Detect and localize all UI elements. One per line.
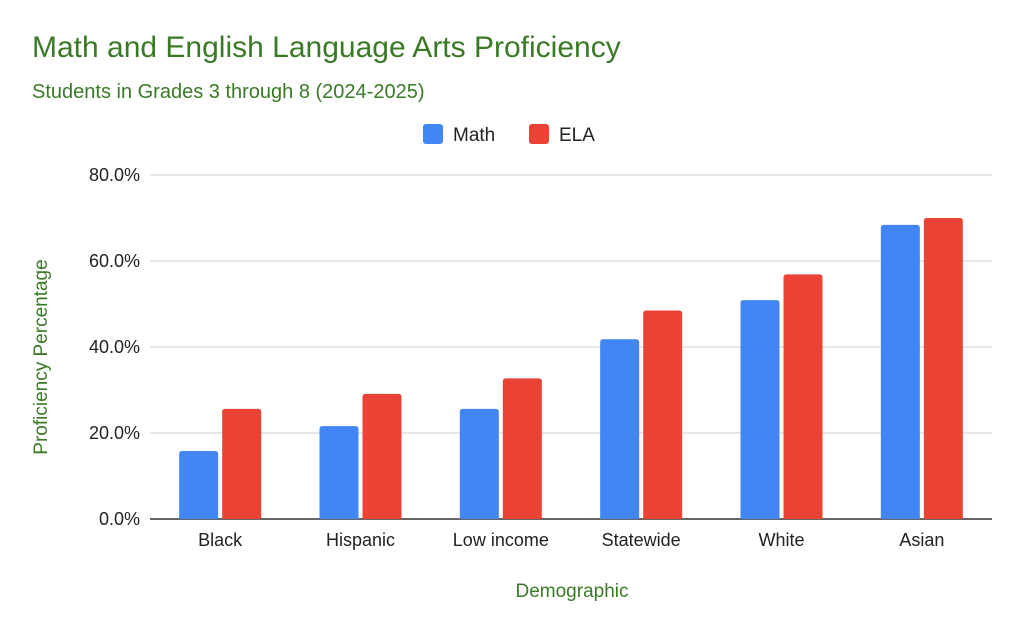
bar-ela-hispanic	[362, 393, 402, 519]
bar-ela-black	[222, 408, 262, 519]
bar-math-statewide	[600, 339, 640, 519]
y-tick-label: 20.0%	[89, 423, 140, 443]
y-tick-label: 0.0%	[99, 509, 140, 529]
x-tick-label: White	[758, 530, 804, 550]
legend-label-math: Math	[453, 125, 495, 146]
x-tick-label: Asian	[899, 530, 944, 550]
bar-ela-white	[783, 274, 823, 519]
x-tick-label: Low income	[453, 530, 549, 550]
chart-title: Math and English Language Arts Proficien…	[32, 31, 621, 64]
y-axis-ticks: 0.0% 20.0% 40.0% 60.0% 80.0%	[89, 165, 140, 529]
legend-swatch-ela	[529, 124, 549, 144]
legend-label-ela: ELA	[559, 125, 595, 146]
bar-ela-asian	[923, 218, 963, 519]
x-axis-ticks: Black Hispanic Low income Statewide White Asi…	[198, 530, 944, 550]
bar-ela-statewide	[643, 310, 683, 519]
chart-subtitle: Students in Grades 3 through 8 (2024-202…	[32, 81, 424, 103]
y-tick-label: 40.0%	[89, 337, 140, 357]
bar-math-low-income	[459, 408, 499, 519]
y-tick-label: 60.0%	[89, 251, 140, 271]
x-axis-title: Demographic	[516, 581, 629, 602]
legend-swatch-math	[423, 124, 443, 144]
gridlines	[150, 174, 992, 520]
y-axis-title: Proficiency Percentage	[31, 259, 52, 454]
y-tick-label: 80.0%	[89, 165, 140, 185]
legend: Math ELA	[423, 124, 595, 146]
bar-math-asian	[880, 224, 920, 519]
x-tick-label: Statewide	[602, 530, 681, 550]
x-tick-label: Hispanic	[326, 530, 395, 550]
bar-ela-low-income	[502, 378, 542, 519]
bar-math-white	[740, 300, 780, 519]
bars	[179, 218, 963, 519]
x-tick-label: Black	[198, 530, 243, 550]
bar-math-black	[179, 451, 219, 519]
bar-math-hispanic	[319, 426, 359, 519]
